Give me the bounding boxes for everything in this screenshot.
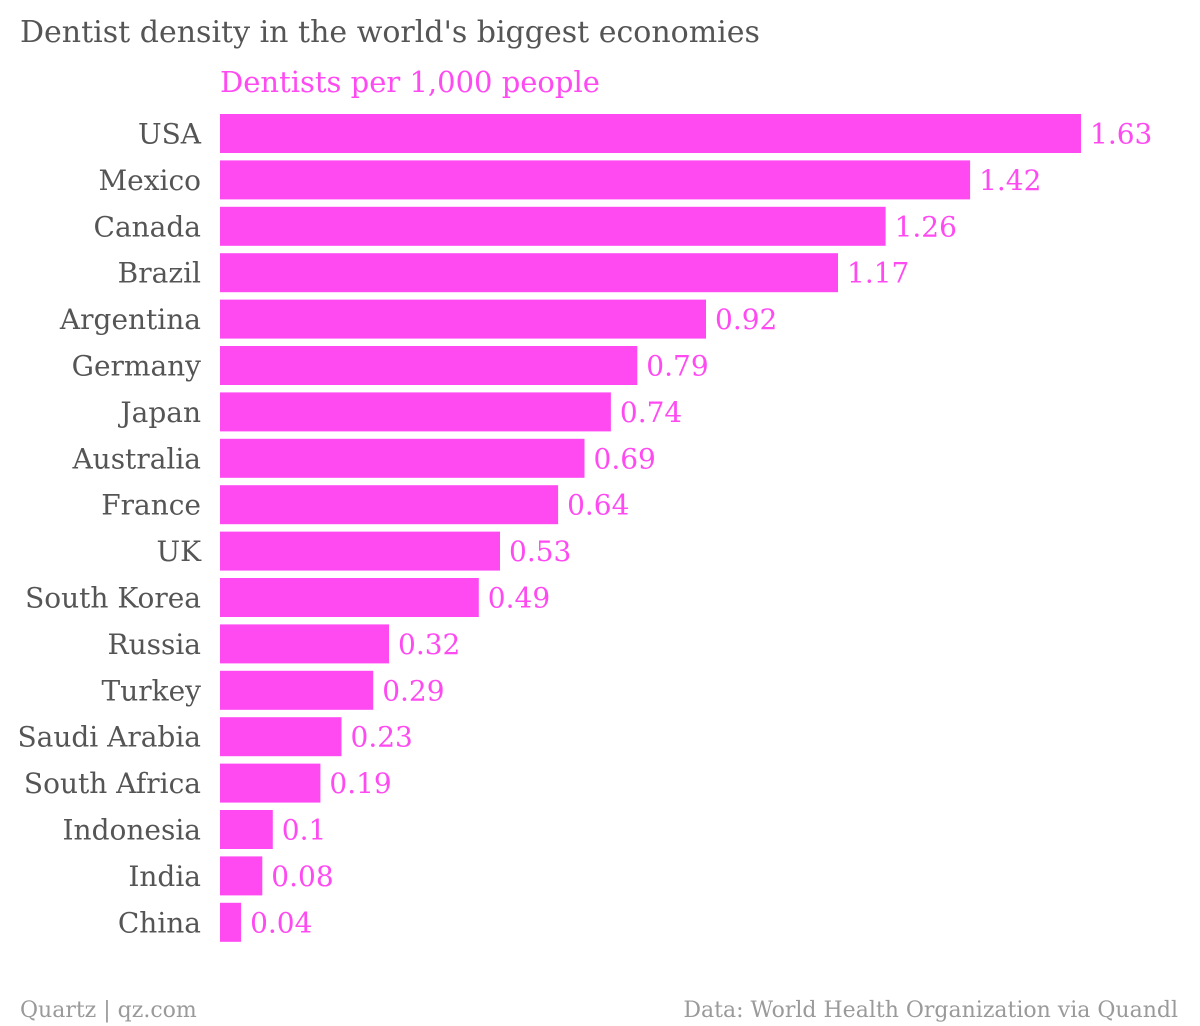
value-label: 0.49 bbox=[488, 582, 550, 615]
category-label: South Africa bbox=[24, 767, 201, 800]
category-label: India bbox=[128, 860, 201, 893]
category-label: Canada bbox=[94, 210, 201, 243]
value-label: 1.17 bbox=[847, 257, 909, 290]
bar-south-korea bbox=[220, 578, 479, 617]
category-label: Turkey bbox=[102, 674, 202, 707]
category-label: Japan bbox=[117, 396, 201, 429]
bar-argentina bbox=[220, 299, 706, 339]
bar-turkey bbox=[220, 670, 374, 710]
bar-russia bbox=[220, 624, 389, 664]
category-label: USA bbox=[138, 118, 202, 151]
bar-germany bbox=[220, 346, 638, 385]
bar-india bbox=[220, 856, 263, 896]
value-label: 0.23 bbox=[351, 721, 413, 754]
value-label: 0.08 bbox=[271, 860, 333, 893]
bar-indonesia bbox=[220, 810, 273, 849]
bar-mexico bbox=[220, 160, 971, 200]
value-label: 0.19 bbox=[329, 767, 391, 800]
category-label: Mexico bbox=[98, 164, 201, 197]
category-label: Brazil bbox=[118, 257, 201, 290]
bar-brazil bbox=[220, 253, 838, 293]
value-label: 1.42 bbox=[979, 164, 1041, 197]
chart-subtitle: Dentists per 1,000 people bbox=[220, 65, 600, 99]
footer-credit: Quartz | qz.com bbox=[20, 998, 197, 1023]
category-label: Argentina bbox=[59, 303, 201, 336]
bar-australia bbox=[220, 438, 585, 478]
value-label: 0.04 bbox=[250, 906, 312, 939]
bar-france bbox=[220, 485, 559, 525]
value-label: 0.69 bbox=[594, 442, 656, 475]
bar-south-africa bbox=[220, 763, 321, 803]
category-label: Saudi Arabia bbox=[17, 721, 201, 754]
value-label: 0.32 bbox=[398, 628, 460, 661]
value-label: 0.64 bbox=[567, 489, 629, 522]
bar-japan bbox=[220, 392, 611, 432]
value-label: 0.29 bbox=[382, 674, 444, 707]
value-label: 0.1 bbox=[282, 814, 327, 847]
bar-canada bbox=[220, 206, 886, 246]
category-label: Russia bbox=[107, 628, 201, 661]
category-label: Australia bbox=[71, 442, 201, 475]
category-label: South Korea bbox=[25, 582, 201, 615]
category-label: France bbox=[101, 489, 201, 522]
footer-source: Data: World Health Organization via Quan… bbox=[683, 998, 1178, 1023]
value-label: 0.92 bbox=[715, 303, 777, 336]
value-label: 0.74 bbox=[620, 396, 682, 429]
value-label: 0.79 bbox=[646, 350, 708, 383]
value-label: 0.53 bbox=[509, 535, 571, 568]
category-label: Germany bbox=[72, 350, 202, 383]
category-label: UK bbox=[156, 535, 202, 568]
chart-title: Dentist density in the world's biggest e… bbox=[20, 15, 760, 50]
category-label: China bbox=[118, 906, 201, 939]
value-label: 1.63 bbox=[1090, 118, 1152, 151]
bars-group: USA 1.63 Mexico 1.42 Canada 1.26 Brazil 1.17 Arg… bbox=[17, 114, 1152, 942]
category-label: Indonesia bbox=[63, 814, 202, 847]
bar-usa bbox=[220, 114, 1081, 153]
bar-saudi-arabia bbox=[220, 717, 342, 757]
value-label: 1.26 bbox=[895, 210, 957, 243]
bar-china bbox=[220, 902, 242, 942]
bar-uk bbox=[220, 531, 500, 571]
